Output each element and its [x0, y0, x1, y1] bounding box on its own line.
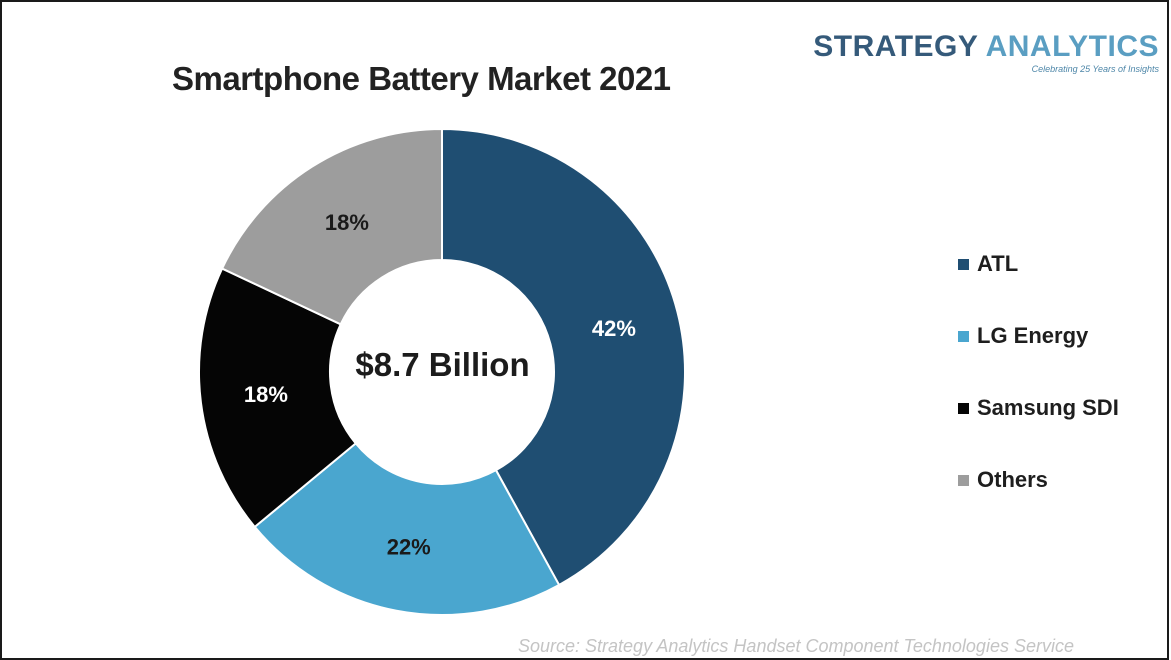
legend-label: Samsung SDI [977, 395, 1119, 420]
legend-label: ATL [977, 251, 1019, 276]
source-note: Source: Strategy Analytics Handset Compo… [518, 636, 1074, 656]
donut-slice-atl [441, 127, 686, 587]
donut-slice-lg-energy [253, 441, 561, 616]
center-total-label: $8.7 Billion [355, 346, 530, 383]
legend-item: Others [958, 444, 1119, 516]
brand-name: STRATEGY ANALYTICS [813, 30, 1159, 64]
brand-name-part2: ANALYTICS [985, 30, 1159, 63]
legend-swatch [958, 330, 969, 342]
legend-item: LG Energy [958, 300, 1119, 372]
data-label: 18% [325, 210, 369, 235]
brand-tagline: Celebrating 25 Years of Insights [1031, 64, 1159, 74]
legend-item: ATL [958, 228, 1119, 300]
legend-swatch [958, 474, 969, 486]
donut-slice-others [220, 127, 443, 326]
legend-swatch [958, 402, 969, 414]
data-label: 18% [244, 382, 288, 407]
legend-swatch [958, 258, 969, 270]
brand-name-part1: STRATEGY [813, 30, 978, 63]
data-label: 22% [387, 534, 431, 559]
chart-legend: ATL LG Energy Samsung SDI Others [958, 228, 1119, 516]
donut-slice-samsung-sdi [198, 267, 358, 529]
legend-label: Others [977, 467, 1048, 492]
chart-title: Smartphone Battery Market 2021 [172, 60, 671, 97]
brand-logo: STRATEGY ANALYTICS Celebrating 25 Years … [813, 30, 1159, 74]
data-label: 42% [592, 316, 636, 341]
legend-item: Samsung SDI [958, 372, 1119, 444]
legend-label: LG Energy [977, 323, 1089, 348]
